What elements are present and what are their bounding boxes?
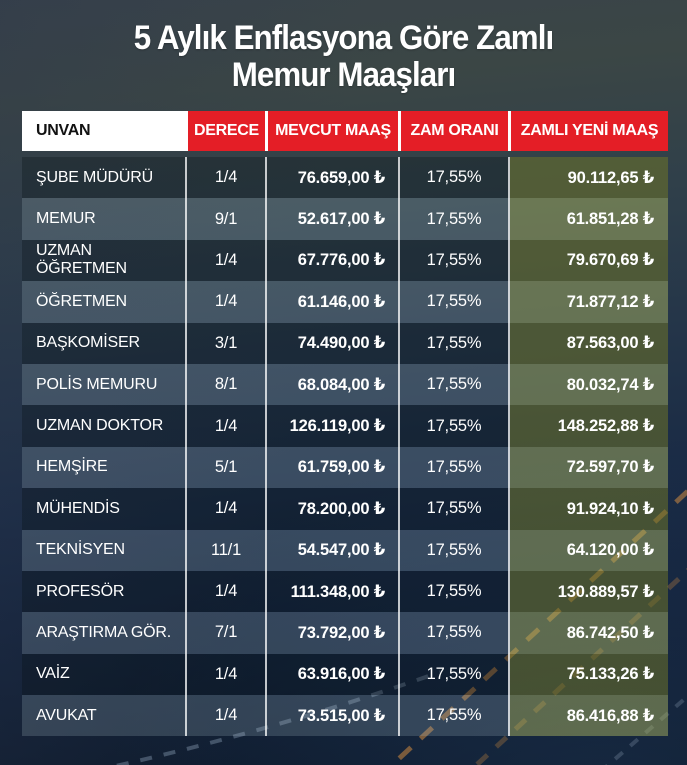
cell-unvan: MÜHENDİS [22, 488, 185, 530]
title-line-2: Memur Maaşları [231, 55, 456, 94]
cell-zamli-yeni-maas: 71.877,12 ₺ [508, 281, 668, 323]
cell-derece: 1/4 [185, 695, 265, 737]
table-row: ARAŞTIRMA GÖR. 7/1 73.792,00 ₺ 17,55% 86… [22, 612, 668, 654]
cell-zamli-yeni-maas: 90.112,65 ₺ [508, 157, 668, 199]
cell-zam-orani: 17,55% [398, 405, 508, 447]
cell-derece: 1/4 [185, 281, 265, 323]
cell-unvan: UZMAN DOKTOR [22, 405, 185, 447]
cell-unvan: PROFESÖR [22, 570, 185, 613]
cell-zamli-yeni-maas: 75.133,26 ₺ [508, 653, 668, 696]
cell-unvan: MEMUR [22, 198, 185, 240]
cell-zam-orani: 17,55% [398, 363, 508, 406]
table-row: AVUKAT 1/4 73.515,00 ₺ 17,55% 86.416,88 … [22, 695, 668, 737]
cell-unvan: POLİS MEMURU [22, 363, 185, 406]
cell-derece: 1/4 [185, 405, 265, 447]
cell-mevcut-maas: 61.759,00 ₺ [265, 446, 398, 489]
cell-zamli-yeni-maas: 64.120,00 ₺ [508, 529, 668, 571]
cell-derece: 7/1 [185, 612, 265, 654]
page-title: 5 Aylık Enflasyona Göre Zamlı Memur Maaş… [27, 20, 659, 93]
cell-zamli-yeni-maas: 61.851,28 ₺ [508, 198, 668, 240]
cell-mevcut-maas: 61.146,00 ₺ [265, 281, 398, 323]
cell-mevcut-maas: 54.547,00 ₺ [265, 529, 398, 571]
salary-table: UNVAN DERECE MEVCUT MAAŞ ZAM ORANI ZAMLI… [22, 111, 668, 737]
cell-derece: 8/1 [185, 363, 265, 406]
cell-unvan: HEMŞİRE [22, 446, 185, 489]
cell-unvan: ŞUBE MÜDÜRÜ [22, 157, 185, 199]
cell-zamli-yeni-maas: 72.597,70 ₺ [508, 446, 668, 489]
header-mevcut-maas: MEVCUT MAAŞ [265, 111, 398, 151]
cell-mevcut-maas: 126.119,00 ₺ [265, 405, 398, 447]
table-row: MÜHENDİS 1/4 78.200,00 ₺ 17,55% 91.924,1… [22, 488, 668, 530]
cell-derece: 1/4 [185, 157, 265, 199]
cell-unvan: ARAŞTIRMA GÖR. [22, 612, 185, 654]
table-row: UZMAN DOKTOR 1/4 126.119,00 ₺ 17,55% 148… [22, 405, 668, 447]
cell-zamli-yeni-maas: 91.924,10 ₺ [508, 488, 668, 530]
header-zamli-yeni-maas: ZAMLI YENİ MAAŞ [508, 111, 668, 151]
table-row: POLİS MEMURU 8/1 68.084,00 ₺ 17,55% 80.0… [22, 363, 668, 406]
cell-zam-orani: 17,55% [398, 695, 508, 737]
table-row: UZMAN ÖĞRETMEN 1/4 67.776,00 ₺ 17,55% 79… [22, 239, 668, 282]
cell-mevcut-maas: 111.348,00 ₺ [265, 570, 398, 613]
cell-zamli-yeni-maas: 130.889,57 ₺ [508, 570, 668, 613]
cell-unvan: VAİZ [22, 653, 185, 696]
header-zam-orani: ZAM ORANI [398, 111, 508, 151]
cell-unvan: AVUKAT [22, 695, 185, 737]
table-row: TEKNİSYEN 11/1 54.547,00 ₺ 17,55% 64.120… [22, 529, 668, 571]
cell-mevcut-maas: 67.776,00 ₺ [265, 239, 398, 282]
cell-mevcut-maas: 68.084,00 ₺ [265, 363, 398, 406]
cell-derece: 11/1 [185, 529, 265, 571]
header-unvan: UNVAN [22, 111, 185, 151]
cell-zam-orani: 17,55% [398, 239, 508, 282]
cell-zamli-yeni-maas: 87.563,00 ₺ [508, 322, 668, 364]
cell-mevcut-maas: 73.515,00 ₺ [265, 695, 398, 737]
cell-zam-orani: 17,55% [398, 488, 508, 530]
cell-zam-orani: 17,55% [398, 322, 508, 364]
table-row: ÖĞRETMEN 1/4 61.146,00 ₺ 17,55% 71.877,1… [22, 281, 668, 323]
cell-unvan: UZMAN ÖĞRETMEN [22, 239, 185, 282]
cell-mevcut-maas: 73.792,00 ₺ [265, 612, 398, 654]
cell-derece: 1/4 [185, 488, 265, 530]
cell-zam-orani: 17,55% [398, 198, 508, 240]
table-row: BAŞKOMİSER 3/1 74.490,00 ₺ 17,55% 87.563… [22, 322, 668, 364]
cell-mevcut-maas: 74.490,00 ₺ [265, 322, 398, 364]
table-row: PROFESÖR 1/4 111.348,00 ₺ 17,55% 130.889… [22, 570, 668, 613]
cell-zam-orani: 17,55% [398, 570, 508, 613]
title-line-1: 5 Aylık Enflasyona Göre Zamlı [133, 19, 554, 57]
cell-mevcut-maas: 52.617,00 ₺ [265, 198, 398, 240]
cell-mevcut-maas: 63.916,00 ₺ [265, 653, 398, 696]
table-row: VAİZ 1/4 63.916,00 ₺ 17,55% 75.133,26 ₺ [22, 653, 668, 696]
table-row: ŞUBE MÜDÜRÜ 1/4 76.659,00 ₺ 17,55% 90.11… [22, 157, 668, 199]
cell-unvan: TEKNİSYEN [22, 529, 185, 571]
cell-zam-orani: 17,55% [398, 612, 508, 654]
cell-zam-orani: 17,55% [398, 446, 508, 489]
cell-derece: 3/1 [185, 322, 265, 364]
cell-mevcut-maas: 76.659,00 ₺ [265, 157, 398, 199]
table-row: HEMŞİRE 5/1 61.759,00 ₺ 17,55% 72.597,70… [22, 446, 668, 489]
cell-zamli-yeni-maas: 79.670,69 ₺ [508, 239, 668, 282]
cell-derece: 1/4 [185, 653, 265, 696]
cell-zamli-yeni-maas: 86.416,88 ₺ [508, 695, 668, 737]
header-derece: DERECE [185, 111, 265, 151]
table-body: ŞUBE MÜDÜRÜ 1/4 76.659,00 ₺ 17,55% 90.11… [22, 157, 668, 737]
table-row: MEMUR 9/1 52.617,00 ₺ 17,55% 61.851,28 ₺ [22, 198, 668, 240]
cell-derece: 9/1 [185, 198, 265, 240]
cell-zamli-yeni-maas: 86.742,50 ₺ [508, 612, 668, 654]
cell-mevcut-maas: 78.200,00 ₺ [265, 488, 398, 530]
cell-zamli-yeni-maas: 148.252,88 ₺ [508, 405, 668, 447]
cell-derece: 1/4 [185, 239, 265, 282]
cell-zam-orani: 17,55% [398, 529, 508, 571]
cell-zam-orani: 17,55% [398, 653, 508, 696]
cell-derece: 5/1 [185, 446, 265, 489]
cell-zamli-yeni-maas: 80.032,74 ₺ [508, 363, 668, 406]
cell-zam-orani: 17,55% [398, 281, 508, 323]
cell-unvan: ÖĞRETMEN [22, 281, 185, 323]
cell-unvan: BAŞKOMİSER [22, 322, 185, 364]
cell-derece: 1/4 [185, 570, 265, 613]
cell-zam-orani: 17,55% [398, 157, 508, 199]
table-header-row: UNVAN DERECE MEVCUT MAAŞ ZAM ORANI ZAMLI… [22, 111, 668, 151]
